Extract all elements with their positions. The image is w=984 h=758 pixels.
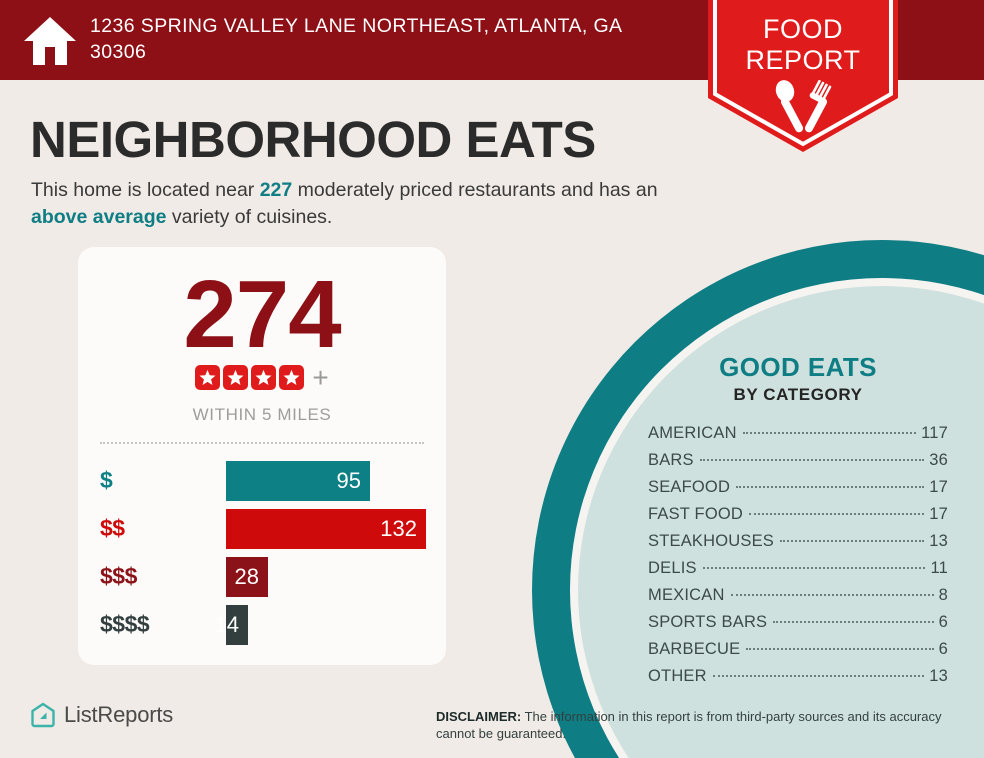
price-bar-track: 28 xyxy=(226,557,426,597)
category-name: BARBECUE xyxy=(648,640,741,658)
subtitle-highlight-rating: above average xyxy=(31,206,167,228)
category-name: AMERICAN xyxy=(648,424,737,442)
category-row: SEAFOOD 17 xyxy=(648,478,948,505)
disclaimer-label: DISCLAIMER: xyxy=(436,709,522,724)
category-row: DELIS 11 xyxy=(648,559,948,586)
category-name: SEAFOOD xyxy=(648,478,731,496)
category-name: STEAKHOUSES xyxy=(648,532,774,550)
category-value: 11 xyxy=(930,559,948,577)
category-row: OTHER 13 xyxy=(648,667,948,694)
price-bar-fill: 14 xyxy=(215,605,248,645)
category-dot-leader xyxy=(712,675,925,677)
star-icon xyxy=(279,365,305,390)
price-bar-fill: 95 xyxy=(226,461,370,501)
category-name: FAST FOOD xyxy=(648,505,744,523)
price-bar-track: 95 xyxy=(226,461,426,501)
star-icon xyxy=(251,365,277,390)
category-value: 17 xyxy=(929,505,948,523)
category-dot-leader xyxy=(730,594,934,596)
star-rating: + xyxy=(78,361,446,393)
plus-icon: + xyxy=(312,361,329,393)
category-dot-leader xyxy=(702,567,926,569)
category-value: 36 xyxy=(929,451,948,469)
category-dot-leader xyxy=(779,540,925,542)
spoon-fork-icon xyxy=(775,80,832,133)
price-bar-label: $ xyxy=(100,467,113,493)
category-value: 6 xyxy=(938,613,948,631)
disclaimer-text: The information in this report is from t… xyxy=(436,709,942,741)
page-subtitle: This home is located near 227 moderately… xyxy=(31,177,701,231)
category-list: AMERICAN 117 BARS 36 SEAFOOD 17 FAST FOOD 17 STE… xyxy=(648,424,948,694)
category-dot-leader xyxy=(699,459,925,461)
page-title: NEIGHBORHOOD EATS xyxy=(30,111,596,168)
card-divider xyxy=(100,442,424,444)
stat-card: 274 + WITHIN 5 MILES $95 $$ 132 $$$ 28 $$$$ 14 xyxy=(78,247,446,665)
price-bar-label: $$ xyxy=(100,515,125,541)
header-address: 1236 SPRING VALLEY LANE NORTHEAST, ATLAN… xyxy=(90,15,622,63)
category-dot-leader xyxy=(749,513,925,515)
price-bar-fill: 28 xyxy=(226,557,268,597)
category-row: STEAKHOUSES 13 xyxy=(648,532,948,559)
badge-shield-shape xyxy=(708,0,898,152)
good-eats-subtitle: BY CATEGORY xyxy=(733,385,863,404)
category-row: SPORTS BARS 6 xyxy=(648,613,948,640)
price-bar-track: 132 xyxy=(226,509,426,549)
good-eats-panel: GOOD EATS BY CATEGORY AMERICAN 117 BARS 36 S… xyxy=(648,352,948,694)
listreports-house-icon xyxy=(31,702,55,728)
price-bar-row: $$$ 28 xyxy=(78,555,446,599)
category-name: OTHER xyxy=(648,667,707,685)
listreports-wordmark: ListReports xyxy=(64,702,174,727)
category-name: DELIS xyxy=(648,559,697,577)
category-row: BARS 36 xyxy=(648,451,948,478)
within-miles-label: WITHIN 5 MILES xyxy=(192,405,332,424)
category-value: 6 xyxy=(938,640,948,658)
price-bar-label: $$$ xyxy=(100,563,137,589)
category-dot-leader xyxy=(742,432,917,434)
restaurant-count: 274 xyxy=(183,261,341,368)
price-bar-fill: 132 xyxy=(226,509,426,549)
category-row: MEXICAN 8 xyxy=(648,586,948,613)
food-report-badge: FOOD REPORT xyxy=(708,0,898,152)
disclaimer: DISCLAIMER: The information in this repo… xyxy=(436,708,961,742)
price-bar-label: $$$$ xyxy=(100,611,150,637)
star-icon xyxy=(223,365,249,390)
subtitle-part-1: This home is located near xyxy=(31,179,260,201)
category-dot-leader xyxy=(773,621,934,623)
category-dot-leader xyxy=(746,648,934,650)
price-bar-row: $$$$ 14 xyxy=(78,603,446,647)
listreports-logo[interactable]: ListReports xyxy=(30,702,173,728)
category-row: BARBECUE 6 xyxy=(648,640,948,667)
subtitle-part-3: variety of cuisines. xyxy=(166,206,333,228)
subtitle-part-2: moderately priced restaurants and has an xyxy=(292,179,658,201)
price-range-bar-chart: $95 $$ 132 $$$ 28 $$$$ 14 xyxy=(78,459,446,655)
category-value: 13 xyxy=(929,532,948,550)
category-dot-leader xyxy=(736,486,925,488)
category-value: 117 xyxy=(921,424,948,442)
category-name: BARS xyxy=(648,451,694,469)
category-name: SPORTS BARS xyxy=(648,613,768,631)
star-icon xyxy=(195,365,221,390)
price-bar-row: $95 xyxy=(78,459,446,503)
category-value: 13 xyxy=(929,667,948,685)
category-name: MEXICAN xyxy=(648,586,725,604)
price-bar-track: 14 xyxy=(215,605,426,645)
house-icon xyxy=(24,17,76,65)
category-value: 8 xyxy=(938,586,948,604)
good-eats-title: GOOD EATS xyxy=(719,352,877,382)
price-bar-row: $$ 132 xyxy=(78,507,446,551)
category-value: 17 xyxy=(929,478,948,496)
subtitle-highlight-count: 227 xyxy=(259,179,293,201)
category-row: AMERICAN 117 xyxy=(648,424,948,451)
category-row: FAST FOOD 17 xyxy=(648,505,948,532)
